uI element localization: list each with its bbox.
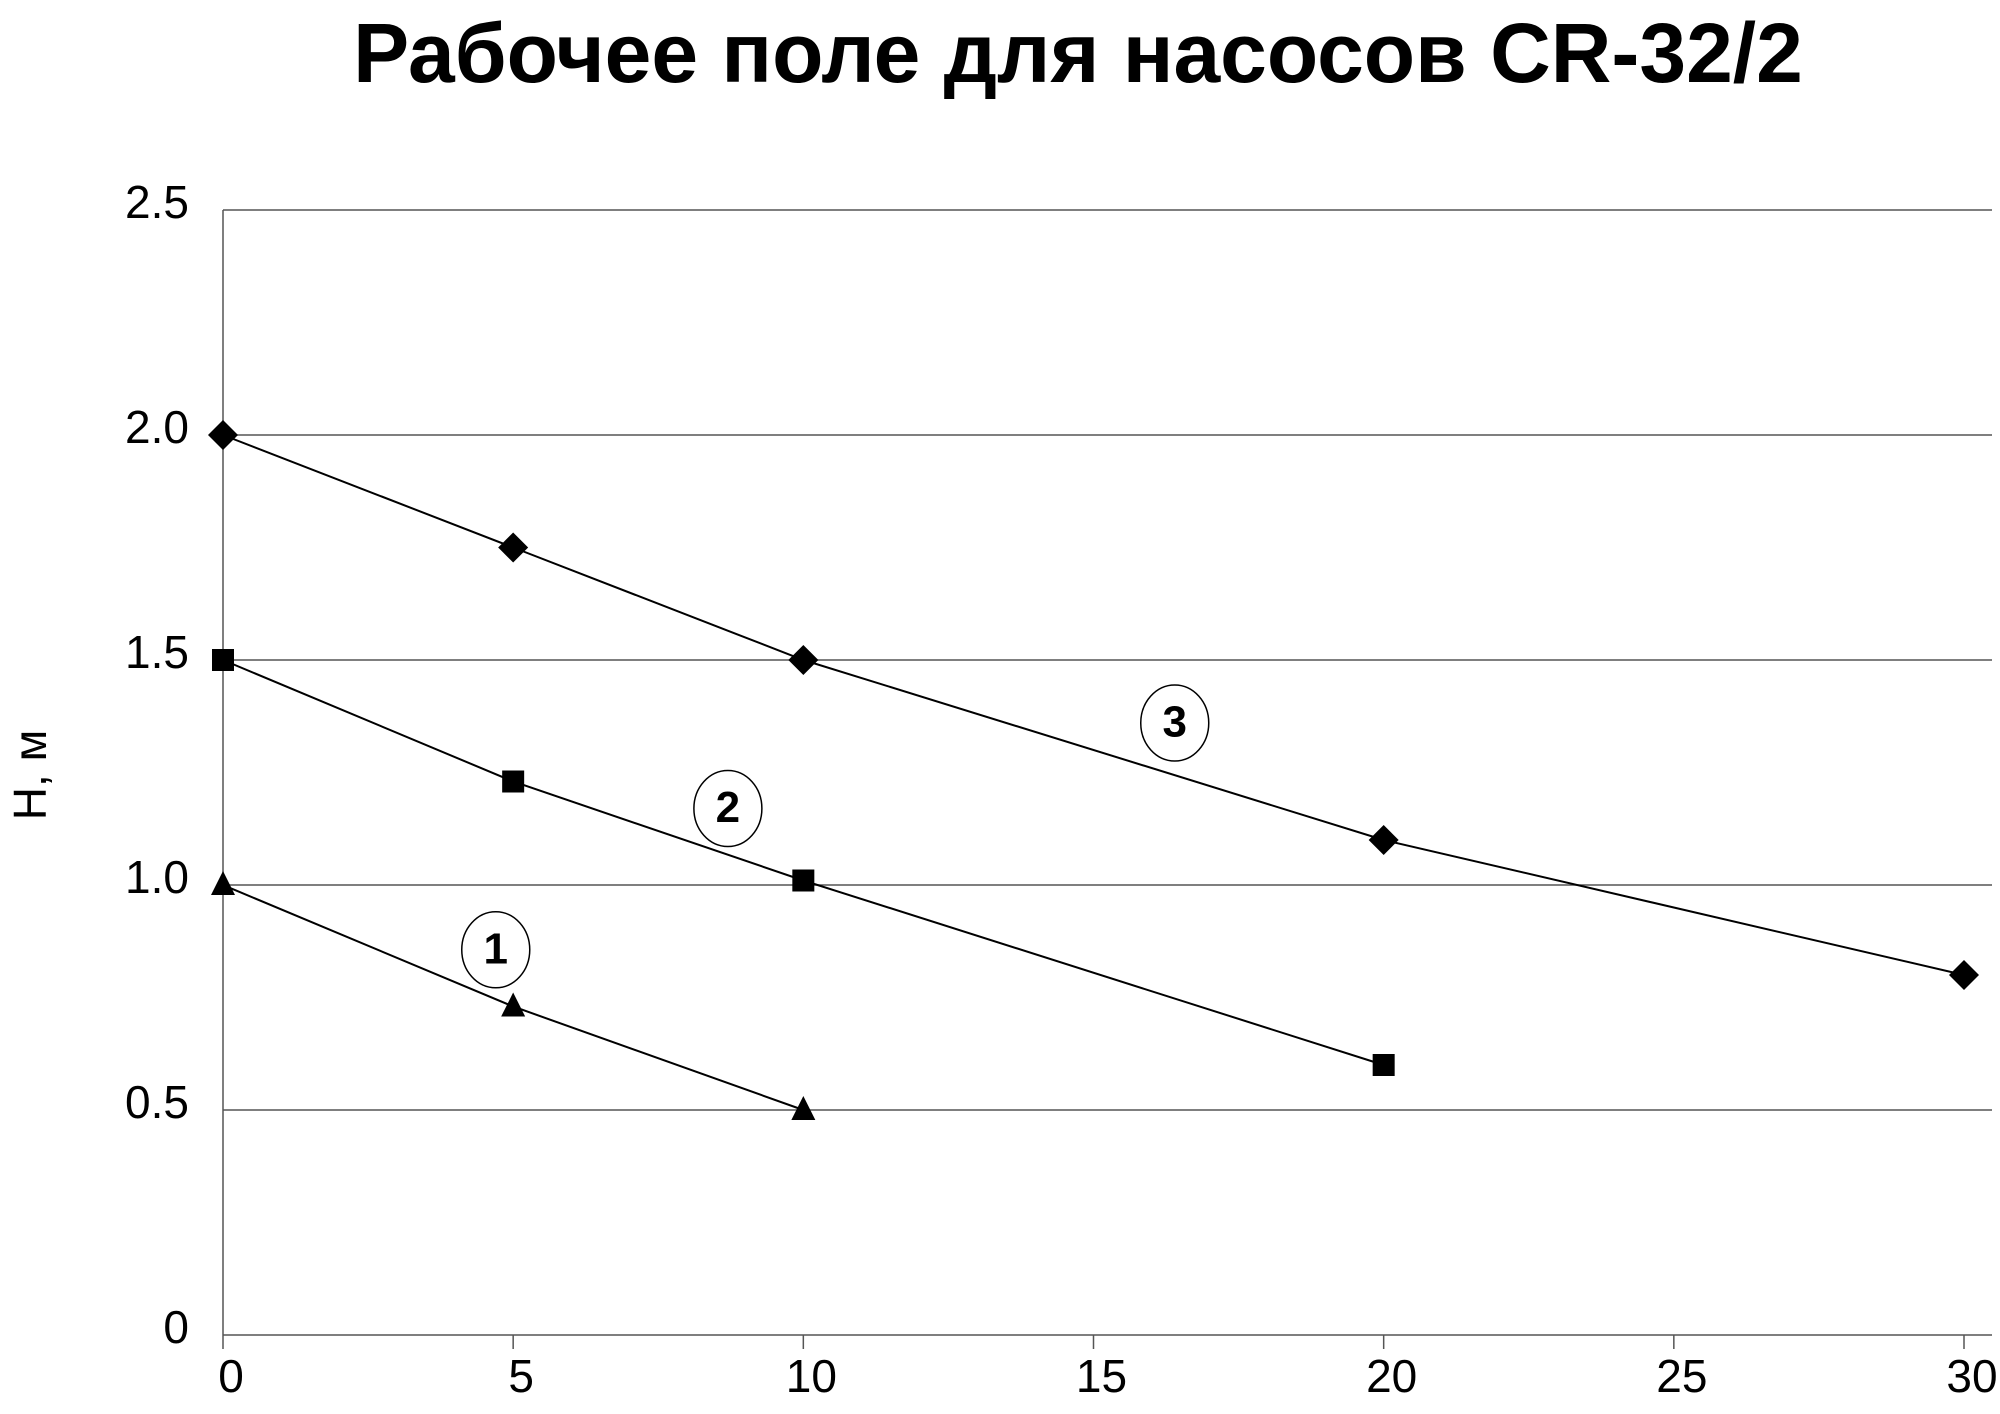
series-label-circle <box>693 769 763 848</box>
x-tick-label: 0 <box>218 1350 244 1402</box>
marker <box>212 649 234 671</box>
series-line <box>222 434 1965 976</box>
x-tick-label: 15 <box>1076 1350 1127 1402</box>
marker <box>1368 825 1399 855</box>
x-tick-label: 5 <box>508 1350 534 1402</box>
series-label: 3 <box>1163 698 1187 747</box>
series-line <box>222 659 1384 1066</box>
x-tick-label: 10 <box>786 1350 837 1402</box>
series-label-circle <box>461 911 531 989</box>
series-label-circle <box>1139 684 1210 762</box>
x-tick-label: 30 <box>1946 1350 1997 1402</box>
x-tick-label: 25 <box>1656 1350 1707 1402</box>
y-tick-label: 2.0 <box>125 401 189 453</box>
marker <box>211 871 235 895</box>
marker <box>792 869 815 892</box>
marker <box>788 645 819 675</box>
marker <box>498 532 529 563</box>
y-tick-label: 1.0 <box>125 851 189 903</box>
chart-title: Рабочее поле для насосов CR-32/2 <box>353 6 1803 100</box>
y-tick-label: 0.5 <box>125 1076 189 1128</box>
marker <box>791 1096 816 1120</box>
y-axis-label: H, м <box>4 730 56 820</box>
series-label: 2 <box>716 783 740 832</box>
marker <box>1949 960 1979 990</box>
y-tick-label: 0 <box>163 1301 189 1353</box>
series-label: 1 <box>484 924 508 973</box>
marker <box>502 770 525 793</box>
y-tick-label: 2.5 <box>125 176 189 228</box>
marker <box>501 992 526 1017</box>
x-tick-label: 20 <box>1366 1350 1417 1402</box>
y-tick-label: 1.5 <box>125 626 189 678</box>
marker <box>1372 1054 1395 1076</box>
marker <box>208 420 238 450</box>
